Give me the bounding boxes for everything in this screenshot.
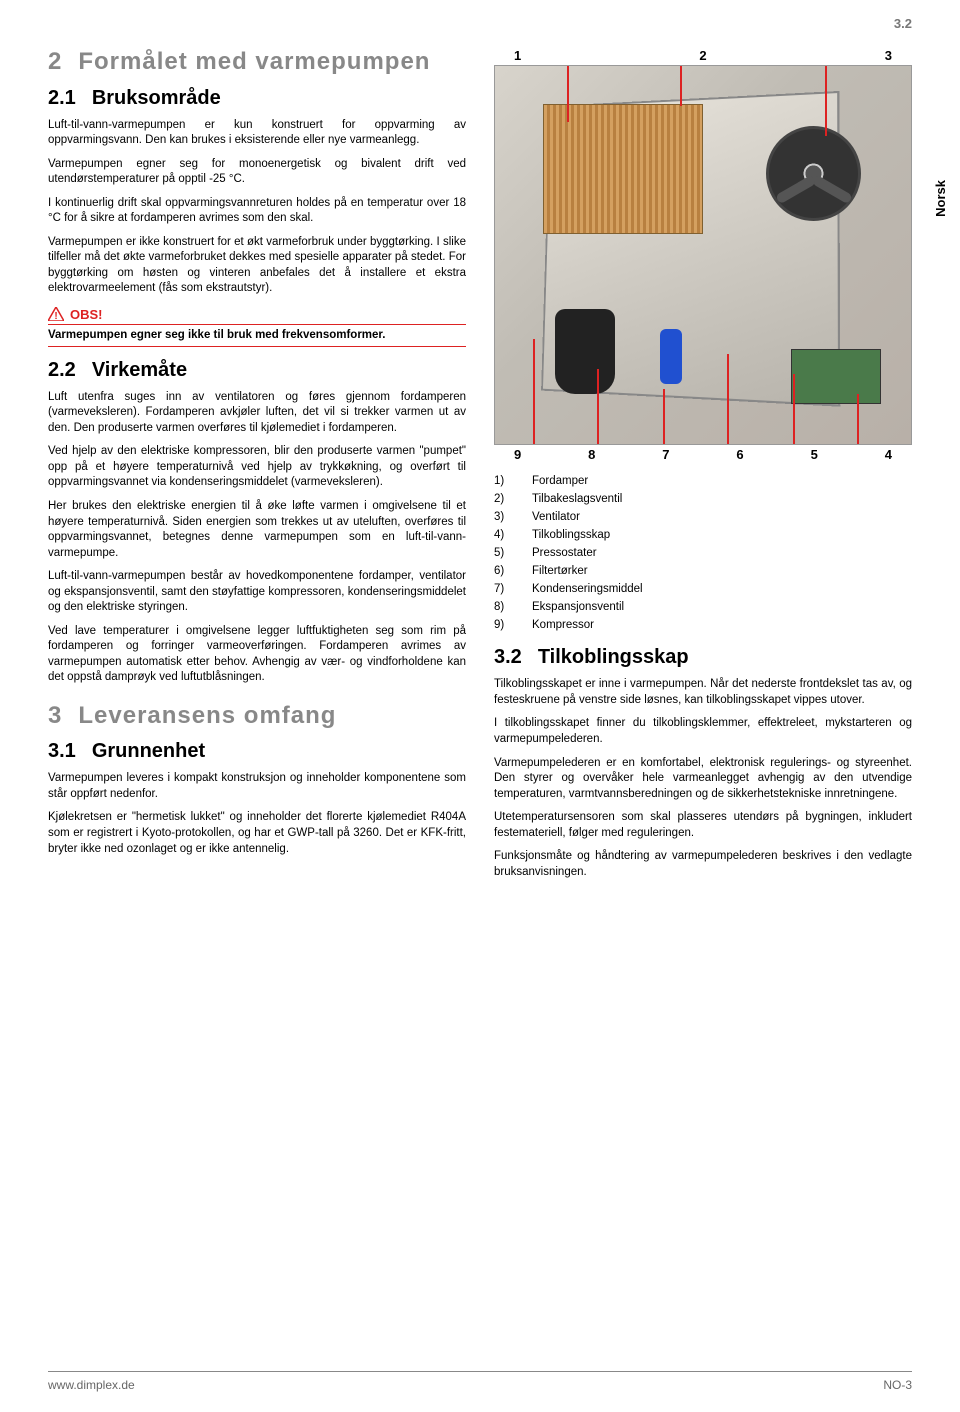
section-3-title: Leveransens omfang — [78, 702, 336, 731]
section-2-heading: 2 Formålet med varmepumpen — [48, 48, 466, 77]
heat-pump-figure: 1 2 3 9 8 7 6 5 4 — [494, 48, 912, 462]
left-column: 2 Formålet med varmepumpen 2.1 Bruksområ… — [48, 48, 466, 888]
para-2-1-c: I kontinuerlig drift skal oppvarmingsvan… — [48, 196, 466, 227]
figure-label-1: 1 — [514, 48, 521, 63]
page-number-top: 3.2 — [894, 16, 912, 31]
section-2-1-title: Bruksområde — [92, 87, 221, 110]
para-3-2-a: Tilkoblingsskapet er inne i varmepumpen.… — [494, 677, 912, 708]
para-3-1-a: Varmepumpen leveres i kompakt konstruksj… — [48, 771, 466, 802]
right-column: 1 2 3 9 8 7 6 5 4 — [494, 48, 912, 888]
para-3-2-c: Varmepumpelederen er en komfortabel, ele… — [494, 756, 912, 803]
para-2-2-d: Luft-til-vann-varmepumpen består av hove… — [48, 569, 466, 616]
legend-text: Pressostater — [532, 546, 597, 561]
para-3-2-b: I tilkoblingsskapet finner du tilkobling… — [494, 716, 912, 747]
figure-label-6: 6 — [736, 447, 743, 462]
figure-label-4: 4 — [885, 447, 892, 462]
legend-text: Tilbakeslagsventil — [532, 492, 622, 507]
section-2-1-num: 2.1 — [48, 87, 76, 110]
figure-top-labels: 1 2 3 — [494, 48, 912, 63]
footer-page: NO-3 — [883, 1378, 912, 1392]
legend-text: Kondenseringsmiddel — [532, 582, 643, 597]
legend-text: Ventilator — [532, 510, 580, 525]
section-3-2-num: 3.2 — [494, 646, 522, 669]
legend-row: 6) Filtertørker — [494, 564, 912, 579]
legend-num: 8) — [494, 600, 514, 615]
warning-label: OBS! — [70, 307, 103, 322]
warning-triangle-icon: ! — [48, 307, 64, 321]
figure-label-8: 8 — [588, 447, 595, 462]
legend-row: 5) Pressostater — [494, 546, 912, 561]
warning-box: ! OBS! Varmepumpen egner seg ikke til br… — [48, 307, 466, 347]
para-2-2-b: Ved hjelp av den elektriske kompressoren… — [48, 444, 466, 491]
legend-row: 4) Tilkoblingsskap — [494, 528, 912, 543]
section-2-num: 2 — [48, 48, 62, 77]
legend-text: Filtertørker — [532, 564, 588, 579]
section-3-2-heading: 3.2 Tilkoblingsskap — [494, 646, 912, 669]
legend-num: 2) — [494, 492, 514, 507]
legend-text: Ekspansjonsventil — [532, 600, 624, 615]
legend-row: 3) Ventilator — [494, 510, 912, 525]
legend-row: 1) Fordamper — [494, 474, 912, 489]
para-2-2-e: Ved lave temperaturer i omgivelsene legg… — [48, 624, 466, 686]
para-3-2-d: Utetemperatursensoren som skal plasseres… — [494, 810, 912, 841]
legend-num: 7) — [494, 582, 514, 597]
figure-legend: 1) Fordamper 2) Tilbakeslagsventil 3) Ventila… — [494, 474, 912, 632]
legend-text: Tilkoblingsskap — [532, 528, 610, 543]
figure-label-5: 5 — [811, 447, 818, 462]
legend-row: 9) Kompressor — [494, 618, 912, 633]
para-2-2-c: Her brukes den elektriske energien til å… — [48, 499, 466, 561]
para-2-1-d: Varmepumpen er ikke konstruert for et øk… — [48, 235, 466, 297]
section-3-1-heading: 3.1 Grunnenhet — [48, 740, 466, 763]
section-3-heading: 3 Leveransens omfang — [48, 702, 466, 731]
heat-pump-image — [494, 65, 912, 445]
legend-row: 2) Tilbakeslagsventil — [494, 492, 912, 507]
language-tab: Norsk — [933, 180, 948, 217]
figure-label-9: 9 — [514, 447, 521, 462]
figure-bottom-labels: 9 8 7 6 5 4 — [494, 447, 912, 462]
section-2-2-title: Virkemåte — [92, 359, 187, 382]
figure-label-2: 2 — [699, 48, 706, 63]
para-2-1-a: Luft-til-vann-varmepumpen er kun konstru… — [48, 118, 466, 149]
warning-text: Varmepumpen egner seg ikke til bruk med … — [48, 328, 466, 343]
legend-num: 5) — [494, 546, 514, 561]
section-2-1-heading: 2.1 Bruksområde — [48, 87, 466, 110]
figure-label-3: 3 — [885, 48, 892, 63]
legend-row: 7) Kondenseringsmiddel — [494, 582, 912, 597]
legend-num: 3) — [494, 510, 514, 525]
legend-text: Kompressor — [532, 618, 594, 633]
section-3-1-title: Grunnenhet — [92, 740, 205, 763]
figure-label-7: 7 — [662, 447, 669, 462]
legend-num: 4) — [494, 528, 514, 543]
footer-url: www.dimplex.de — [48, 1378, 135, 1392]
para-3-2-e: Funksjonsmåte og håndtering av varmepump… — [494, 849, 912, 880]
section-3-1-num: 3.1 — [48, 740, 76, 763]
section-3-num: 3 — [48, 702, 62, 731]
para-3-1-b: Kjølekretsen er "hermetisk lukket" og in… — [48, 810, 466, 857]
section-2-title: Formålet med varmepumpen — [78, 48, 430, 77]
section-2-2-num: 2.2 — [48, 359, 76, 382]
page-footer: www.dimplex.de NO-3 — [48, 1371, 912, 1392]
legend-num: 9) — [494, 618, 514, 633]
section-3-2-title: Tilkoblingsskap — [538, 646, 689, 669]
content-columns: 2 Formålet med varmepumpen 2.1 Bruksområ… — [48, 48, 912, 888]
legend-row: 8) Ekspansjonsventil — [494, 600, 912, 615]
legend-text: Fordamper — [532, 474, 588, 489]
legend-num: 6) — [494, 564, 514, 579]
para-2-2-a: Luft utenfra suges inn av ventilatoren o… — [48, 390, 466, 437]
section-2-2-heading: 2.2 Virkemåte — [48, 359, 466, 382]
para-2-1-b: Varmepumpen egner seg for monoenergetisk… — [48, 157, 466, 188]
svg-text:!: ! — [54, 311, 57, 321]
legend-num: 1) — [494, 474, 514, 489]
